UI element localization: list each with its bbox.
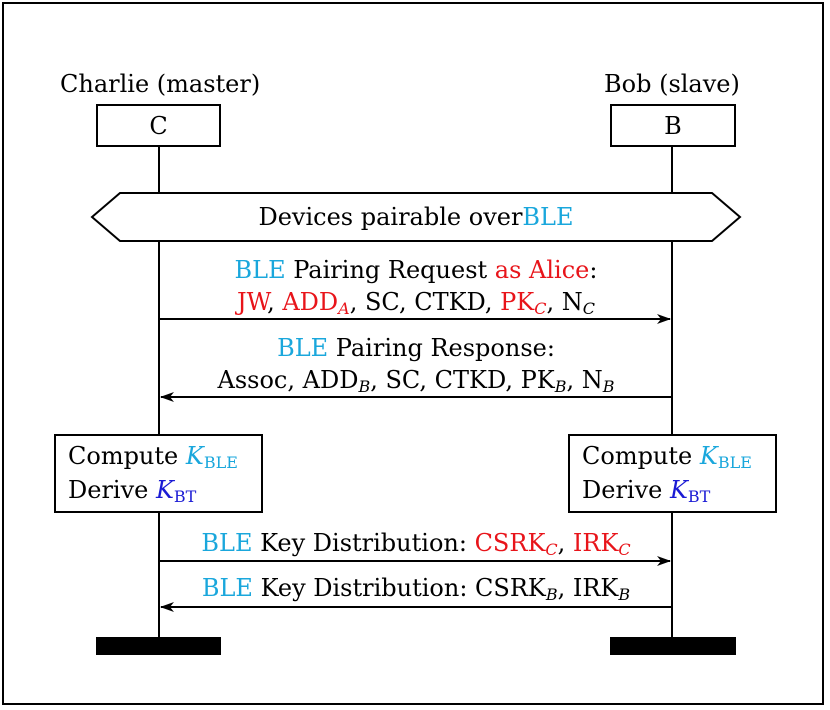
lifeline-left <box>158 147 160 639</box>
compute-box-left: Compute KBLE Derive KBT <box>54 434 263 513</box>
compute-left-label: Compute <box>68 442 186 470</box>
banner-text: Devices pairable over <box>258 203 523 231</box>
msg1-sep1: , <box>267 288 283 317</box>
lifeline-right-end <box>610 637 736 655</box>
msg4-irk-sub: B <box>618 585 631 604</box>
msg1-title: Pairing Request <box>285 256 495 284</box>
compute-left-line2: Derive KBT <box>68 474 249 508</box>
msg4-title: Key Distribution: CSRK <box>252 574 546 602</box>
msg3-csrk: CSRKC <box>474 529 558 559</box>
participant-right-role: Bob (slave) <box>604 70 740 98</box>
message-key-distribution-c: BLE Key Distribution: CSRKC, IRKC <box>160 527 672 559</box>
compute-right-k: K <box>699 442 718 470</box>
banner-ble: BLE <box>522 203 574 231</box>
compute-box-right: Compute KBLE Derive KBT <box>568 434 777 513</box>
msg1-pk-text: PK <box>500 288 535 317</box>
compute-right-line1: Compute KBLE <box>582 440 763 474</box>
msg2-line2-b: , SC, CTKD, PK <box>370 366 555 395</box>
lifeline-left-end <box>96 637 221 655</box>
compute-left-k: K <box>185 442 204 470</box>
compute-left-derive: Derive <box>68 475 156 504</box>
msg1-add-text: ADD <box>282 288 339 317</box>
msg3-irk-text: IRK <box>572 529 619 557</box>
compute-right-line2: Derive KBT <box>582 474 763 508</box>
msg2-line2-c: , N <box>566 366 603 395</box>
message-key-distribution-b: BLE Key Distribution: CSRKB, IRKB <box>160 572 672 604</box>
msg1-as-alice: as Alice <box>494 256 590 284</box>
msg1-rest: , SC, CTKD, <box>349 288 501 317</box>
message-pairing-request: BLE Pairing Request as Alice: JW, ADDA, … <box>160 254 672 319</box>
msg2-n-sub: B <box>602 377 615 397</box>
msg1-colon: : <box>589 256 598 284</box>
message-pairing-response: BLE Pairing Response: Assoc, ADDB, SC, C… <box>160 332 672 397</box>
lifeline-right <box>671 147 673 639</box>
compute-right-derive: Derive <box>582 475 670 504</box>
msg4-csrk-sub: B <box>545 585 558 604</box>
participant-left-box: C <box>96 104 221 147</box>
msg3-sep: , <box>557 529 573 557</box>
message-pairing-request-line1: BLE Pairing Request as Alice: <box>160 254 672 286</box>
compute-right-label: Compute <box>582 442 700 470</box>
message-pairing-response-line1: BLE Pairing Response: <box>160 332 672 364</box>
msg3-irk-sub: C <box>618 540 631 559</box>
compute-left-kbt-sub: BT <box>173 486 197 506</box>
msg1-pk: PKC <box>500 288 547 319</box>
msg3-csrk-text: CSRK <box>474 529 546 557</box>
participant-left-role: Charlie (master) <box>60 70 261 98</box>
msg1-pk-sub: C <box>534 299 547 319</box>
compute-left-line1: Compute KBLE <box>68 440 249 474</box>
msg1-jw: JW <box>236 288 268 317</box>
message-pairing-response-line2: Assoc, ADDB, SC, CTKD, PKB, NB <box>160 364 672 396</box>
msg2-pk-sub: B <box>554 377 567 397</box>
msg1-ble: BLE <box>234 256 286 284</box>
compute-left-kbt: K <box>155 475 174 504</box>
banner: Devices pairable over BLE <box>92 193 740 241</box>
participant-right-box-label: B <box>664 111 682 140</box>
compute-right-kbt: K <box>669 475 688 504</box>
msg1-n-sub: C <box>582 299 595 319</box>
msg3-ble: BLE <box>201 529 253 557</box>
msg4-sep: , IRK <box>557 574 619 602</box>
msg2-add-sub: B <box>358 377 371 397</box>
participant-left-box-label: C <box>149 111 168 140</box>
msg3-csrk-sub: C <box>545 540 558 559</box>
banner-shape <box>90 192 742 242</box>
msg1-sep2: , N <box>546 288 583 317</box>
msg4-ble: BLE <box>201 574 253 602</box>
compute-right-k-sub: BLE <box>717 453 752 472</box>
participant-right-box: B <box>610 104 736 147</box>
msg2-ble: BLE <box>277 334 329 362</box>
msg3-irk: IRKC <box>572 529 631 559</box>
msg2-line2-a: Assoc, ADD <box>217 366 359 395</box>
compute-left-k-sub: BLE <box>203 453 238 472</box>
compute-right-kbt-sub: BT <box>687 486 711 506</box>
msg1-add: ADDA <box>282 288 350 319</box>
msg2-title: Pairing Response: <box>328 334 555 362</box>
msg1-add-sub: A <box>338 299 350 319</box>
msg3-title: Key Distribution: <box>252 529 475 557</box>
message-pairing-request-line2: JW, ADDA, SC, CTKD, PKC, NC <box>160 286 672 318</box>
